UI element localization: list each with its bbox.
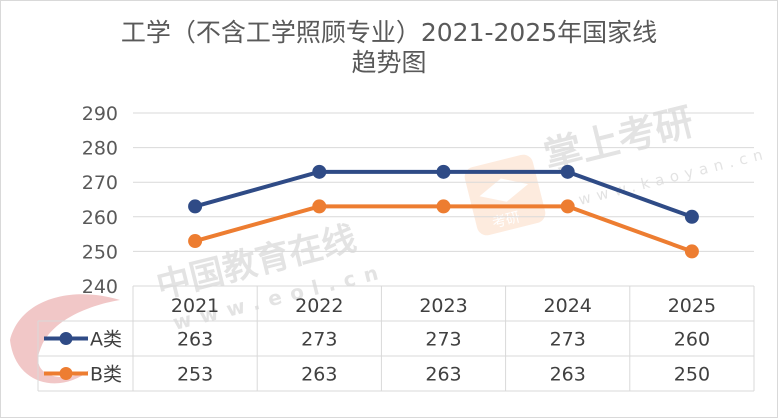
chart-title-line1: 工学（不含工学照顾专业）2021-2025年国家线 — [120, 18, 658, 47]
table-cell-value: 263 — [177, 329, 213, 351]
data-point — [436, 199, 451, 214]
watermark-badge-text: 考研 — [491, 209, 522, 231]
x-category-label: 2024 — [544, 295, 592, 317]
table-cell-value: 273 — [301, 329, 337, 351]
x-category-label: 2021 — [171, 295, 219, 317]
table-cell-value: 250 — [674, 364, 710, 386]
data-point — [560, 164, 575, 179]
data-point — [312, 164, 327, 179]
y-tick-label: 290 — [82, 103, 118, 125]
y-axis: 240 250 260 270 280 290 — [82, 103, 118, 298]
watermark-layer: 中国教育在线 www.eol.cn 考研 掌上考研 www.kaoyan.cn — [10, 99, 770, 384]
chart-title-line2: 趋势图 — [351, 48, 427, 77]
y-tick-label: 250 — [82, 241, 118, 263]
table-cell-value: 263 — [550, 364, 586, 386]
x-category-label: 2022 — [295, 295, 343, 317]
x-category-label: 2025 — [668, 295, 716, 317]
gridlines — [133, 112, 754, 252]
data-point — [188, 234, 203, 249]
table-cell-value: 273 — [550, 329, 586, 351]
y-tick-label: 280 — [82, 138, 118, 160]
table-cell-value: 260 — [674, 329, 710, 351]
data-point — [436, 164, 451, 179]
data-table: 2021 2022 2023 2024 2025 A类 263 273 273 273 260 B类 2… — [37, 285, 755, 392]
legend-marker — [59, 332, 73, 345]
data-point — [188, 199, 203, 214]
y-tick-label: 240 — [82, 276, 118, 298]
data-point — [312, 199, 327, 214]
table-cell-value: 263 — [301, 364, 337, 386]
legend-label: A类 — [90, 329, 122, 351]
data-point — [560, 199, 575, 214]
data-point — [684, 209, 699, 224]
series-layer — [188, 164, 699, 259]
y-tick-label: 260 — [82, 207, 118, 229]
table-cell-value: 263 — [425, 364, 461, 386]
data-point — [684, 244, 699, 259]
legend-marker — [59, 367, 73, 380]
legend-label: B类 — [90, 364, 122, 386]
table-cell-value: 273 — [425, 329, 461, 351]
table-cell-value: 253 — [177, 364, 213, 386]
x-category-label: 2023 — [419, 295, 467, 317]
chart-title: 工学（不含工学照顾专业）2021-2025年国家线 趋势图 — [0, 18, 778, 78]
kaoyan-logo-icon: 考研 — [464, 154, 546, 236]
y-tick-label: 270 — [82, 172, 118, 194]
